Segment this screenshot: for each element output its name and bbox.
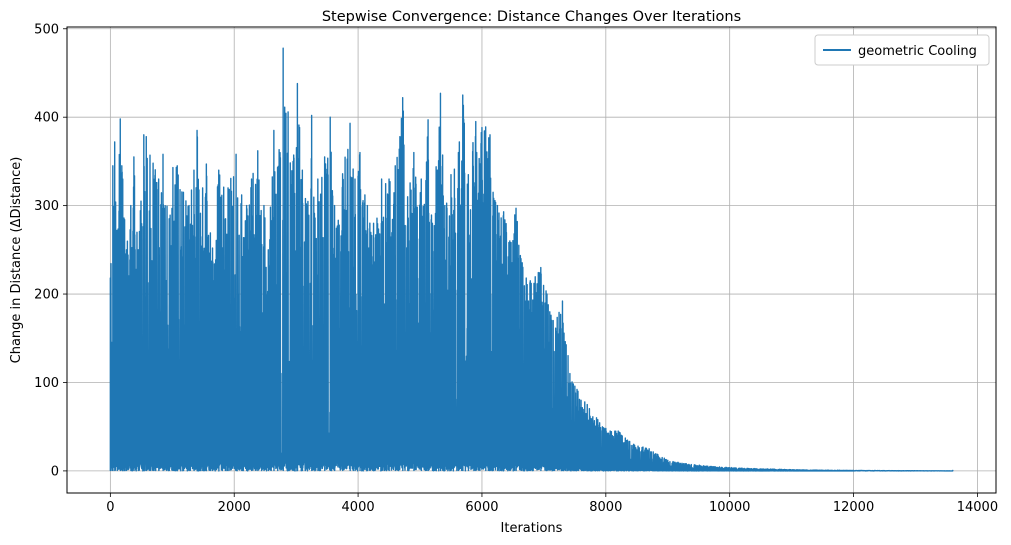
y-tick-label: 200 [34, 288, 59, 303]
y-axis-label: Change in Distance (ΔDistance) [9, 157, 24, 364]
x-tick-label: 6000 [465, 500, 498, 515]
y-tick-label: 400 [34, 111, 59, 126]
y-tick-label: 300 [34, 199, 59, 214]
x-tick-label: 4000 [342, 500, 375, 515]
legend-entry: geometric Cooling [858, 44, 977, 59]
x-tick-label: 8000 [589, 500, 622, 515]
x-axis-ticks: 0 2000 4000 6000 8000 10000 12000 14000 [106, 493, 998, 515]
x-tick-label: 14000 [957, 500, 998, 515]
chart-title: Stepwise Convergence: Distance Changes O… [322, 9, 741, 25]
x-tick-label: 0 [106, 500, 114, 515]
x-tick-label: 10000 [709, 500, 750, 515]
series-area [109, 47, 954, 472]
plot-frame [66, 26, 997, 494]
series-line [109, 47, 954, 472]
legend-box [814, 34, 990, 66]
x-tick-label: 2000 [218, 500, 251, 515]
y-axis-ticks: 0 100 200 300 400 500 [34, 22, 67, 479]
x-axis-label: Iterations [501, 521, 563, 536]
y-tick-label: 100 [34, 376, 59, 391]
y-tick-label: 0 [51, 464, 59, 479]
x-tick-label: 12000 [833, 500, 874, 515]
y-tick-label: 500 [34, 22, 59, 37]
legend: geometric Cooling [814, 34, 990, 66]
